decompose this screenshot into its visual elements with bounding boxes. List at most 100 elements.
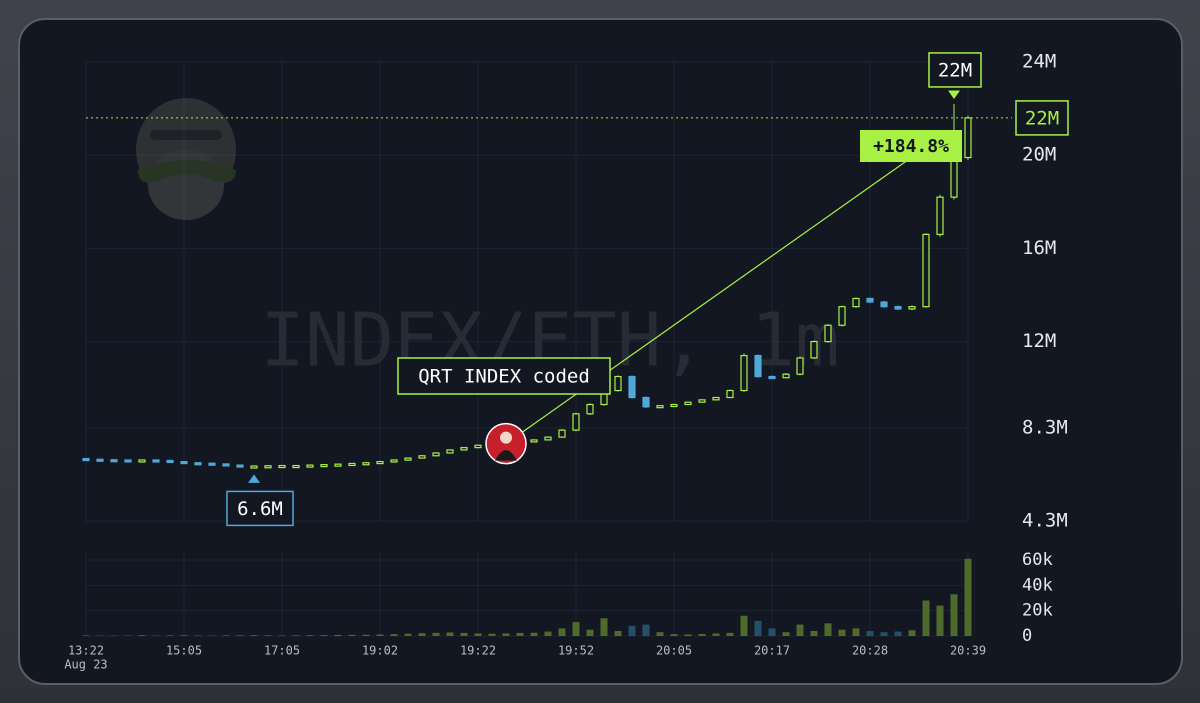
candle-body: [278, 464, 286, 469]
low-marker: [246, 472, 262, 484]
candle-body: [726, 389, 734, 399]
avatar-head: [500, 431, 512, 444]
candle-body: [572, 413, 580, 431]
candle-body: [446, 449, 454, 454]
candle-body: [544, 436, 552, 441]
x-tick-label: 13:22: [68, 644, 104, 658]
y2-tick-label: 0: [1022, 626, 1032, 646]
y2-tick-label: 20k: [1022, 601, 1053, 621]
candle-body: [712, 396, 720, 401]
candle-body: [194, 462, 202, 466]
x-tick-label: 20:39: [950, 644, 986, 658]
candle-body: [320, 464, 328, 468]
candle-body: [894, 306, 902, 310]
candle-body: [82, 457, 90, 462]
avatar-body: [495, 450, 517, 461]
candle-body: [796, 357, 804, 375]
candle-body: [208, 462, 216, 466]
y-tick-label: 12M: [1022, 330, 1056, 352]
candle-body: [922, 233, 930, 308]
plot: [82, 89, 1012, 636]
change-box: [860, 130, 962, 162]
candle-body: [558, 429, 566, 438]
high-label-box: [928, 52, 982, 88]
logo: [136, 98, 236, 220]
candle-body: [768, 375, 776, 380]
candle-body: [474, 444, 482, 449]
candle-body: [432, 452, 440, 457]
y2-tick-label: 60k: [1022, 550, 1053, 570]
candle-body: [236, 464, 244, 468]
y-tick-label: 20M: [1022, 144, 1056, 166]
candle-body: [950, 156, 958, 198]
change-label: +184.8%: [873, 136, 949, 157]
high-label: 22M: [938, 59, 972, 81]
candle-body: [362, 462, 370, 466]
low-label-box: [226, 490, 294, 527]
candle-body: [292, 464, 300, 469]
x-tick-label: 17:05: [264, 644, 300, 658]
candle-body: [166, 459, 174, 464]
y-tick-label: 4.3M: [1022, 510, 1068, 532]
candle-body: [628, 375, 636, 399]
candle-body: [404, 457, 412, 461]
candle-body: [782, 373, 790, 379]
high-marker: [946, 89, 962, 101]
x-tick-label: 19:52: [558, 644, 594, 658]
candle-body: [418, 455, 426, 459]
y-tick-label: 24M: [1022, 51, 1056, 73]
candle-body: [642, 396, 650, 408]
candle-body: [698, 399, 706, 403]
y-tick-label: 16M: [1022, 237, 1056, 259]
candle-body: [124, 459, 132, 463]
candle-body: [110, 459, 118, 463]
candle-body: [810, 340, 818, 359]
candle-body: [964, 117, 972, 159]
candle-body: [138, 459, 146, 463]
candle-body: [754, 354, 762, 378]
candle-body: [376, 460, 384, 465]
candle-body: [264, 465, 272, 469]
annotation: QRT INDEX coded: [418, 366, 590, 388]
candle-body: [180, 460, 188, 465]
x-tick-label: 20:05: [656, 644, 692, 658]
last-price-box: [1015, 100, 1069, 136]
candle-body: [866, 297, 874, 303]
candle-body: [838, 306, 846, 326]
y2-tick-label: 40k: [1022, 575, 1053, 595]
x-tick-label: 19:02: [362, 644, 398, 658]
candle-body: [614, 375, 622, 392]
candle-body: [348, 462, 356, 467]
avatar: [485, 422, 527, 465]
chart-panel: [18, 18, 1183, 685]
candle-body: [908, 306, 916, 310]
candle-body: [824, 324, 832, 343]
candle-body: [740, 354, 748, 392]
candle-body: [460, 447, 468, 451]
candle-body: [656, 405, 664, 409]
candle-body: [880, 301, 888, 308]
last-price-label: 22M: [1025, 107, 1059, 129]
x-tick-label: 20:17: [754, 644, 790, 658]
x-tick-label: 15:05: [166, 644, 202, 658]
candle-body: [250, 465, 258, 469]
candle-body: [306, 464, 314, 468]
x-tick-label: 19:22: [460, 644, 496, 658]
candle-body: [222, 463, 230, 467]
low-label: 6.6M: [237, 498, 283, 520]
candle-body: [334, 463, 342, 467]
candle-body: [96, 458, 104, 462]
candle-body: [152, 459, 160, 463]
y-tick-label: 8.3M: [1022, 416, 1068, 438]
candle-body: [390, 459, 398, 463]
candle-body: [586, 403, 594, 415]
candle-body: [684, 401, 692, 406]
candle-body: [852, 297, 860, 308]
annotation-box: [397, 357, 611, 395]
candle-body: [670, 403, 678, 408]
change-line: [505, 154, 916, 445]
x-tick-label: 20:28: [852, 644, 888, 658]
candle-body: [530, 439, 538, 443]
